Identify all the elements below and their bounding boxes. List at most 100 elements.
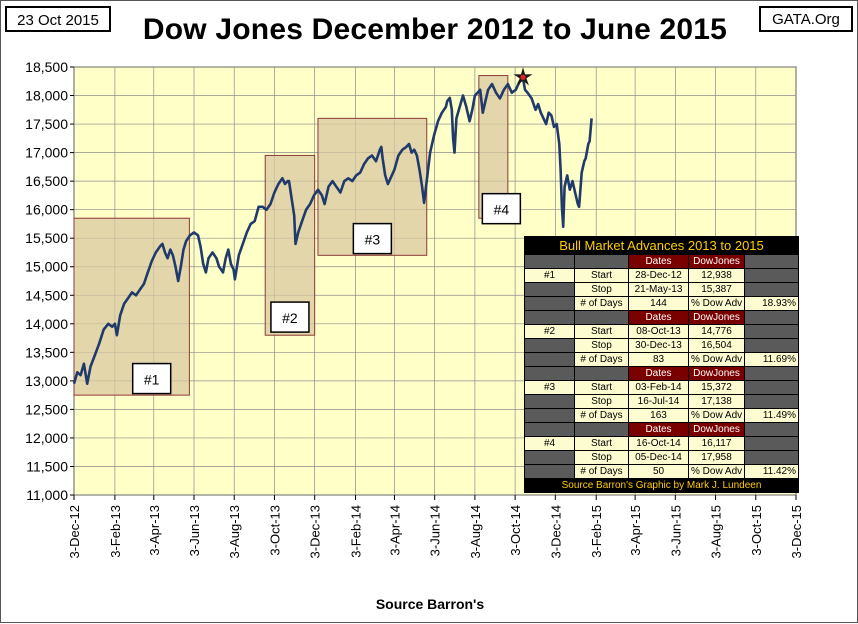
table-row: #1 Start 28-Dec-12 12,938 bbox=[524, 268, 799, 283]
table-cell bbox=[524, 422, 575, 437]
table-row: Dates DowJones bbox=[524, 310, 799, 325]
table-cell bbox=[574, 422, 629, 437]
table-cell bbox=[524, 366, 575, 381]
box-label-bg bbox=[352, 222, 393, 255]
y-tick-label: 14,000 bbox=[25, 316, 68, 332]
box-label: #3 bbox=[365, 232, 381, 248]
days-value: 50 bbox=[628, 464, 689, 479]
table-row: #2 Start 08-Oct-13 14,776 bbox=[524, 324, 799, 339]
table-cell bbox=[744, 254, 799, 269]
days-value: 163 bbox=[628, 408, 689, 423]
col-header: DowJones bbox=[688, 310, 745, 325]
days-value: 83 bbox=[628, 352, 689, 367]
table-cell: % Dow Adv bbox=[688, 352, 745, 367]
adv-value: 18.93% bbox=[744, 296, 799, 311]
start-date: 16-Oct-14 bbox=[628, 436, 689, 451]
y-tick-label: 12,500 bbox=[25, 401, 68, 417]
table-row: # of Days 83% Dow Adv 11.69% bbox=[524, 352, 799, 367]
table-title: Bull Market Advances 2013 to 2015 bbox=[524, 236, 799, 255]
start-value: 12,938 bbox=[688, 268, 745, 283]
y-tick-label: 11,500 bbox=[26, 458, 68, 474]
table-cell: Start bbox=[574, 324, 629, 339]
table-cell bbox=[744, 450, 799, 465]
table-cell: Start bbox=[574, 268, 629, 283]
x-tick-label: 3-Dec-15 bbox=[789, 505, 804, 558]
table-cell bbox=[524, 310, 575, 325]
date-label: 23 Oct 2015 bbox=[5, 6, 111, 32]
start-value: 14,776 bbox=[688, 324, 745, 339]
x-tick-label: 3-Aug-15 bbox=[709, 505, 724, 558]
x-tick-label: 3-Oct-15 bbox=[749, 505, 764, 556]
table-cell bbox=[744, 310, 799, 325]
table-row: # of Days 163% Dow Adv 11.49% bbox=[524, 408, 799, 423]
table-cell bbox=[574, 254, 629, 269]
table-cell: # of Days bbox=[574, 408, 629, 423]
stop-value: 17,958 bbox=[688, 450, 745, 465]
stop-date: 30-Dec-13 bbox=[628, 338, 689, 353]
table-cell: % Dow Adv bbox=[688, 296, 745, 311]
advance-id: #1 bbox=[524, 268, 575, 283]
table-cell: Start bbox=[574, 436, 629, 451]
start-value: 15,372 bbox=[688, 380, 745, 395]
table-cell bbox=[744, 268, 799, 283]
table-footer: Source Barron's Graphic by Mark J. Lunde… bbox=[524, 478, 799, 493]
stop-date: 21-May-13 bbox=[628, 282, 689, 297]
table-cell bbox=[524, 338, 575, 353]
y-tick-label: 15,500 bbox=[25, 230, 68, 246]
table-cell bbox=[744, 338, 799, 353]
x-tick-label: 3-Apr-15 bbox=[628, 505, 643, 556]
x-tick-label: 3-Oct-13 bbox=[267, 505, 282, 556]
adv-value: 11.49% bbox=[744, 408, 799, 423]
dow-series bbox=[72, 67, 593, 386]
box-labels: #1 #2 #3 #4 bbox=[131, 192, 522, 395]
col-header: DowJones bbox=[688, 366, 745, 381]
stop-value: 15,387 bbox=[688, 282, 745, 297]
box-label: #1 bbox=[144, 372, 160, 388]
x-tick-label: 3-Oct-14 bbox=[508, 505, 523, 556]
stop-value: 17,138 bbox=[688, 394, 745, 409]
x-tick-label: 3-Feb-13 bbox=[108, 505, 123, 558]
x-tick-label: 3-Aug-13 bbox=[227, 505, 242, 558]
table-cell bbox=[744, 436, 799, 451]
table-row: Dates DowJones bbox=[524, 254, 799, 269]
start-date: 08-Oct-13 bbox=[628, 324, 689, 339]
table-row: Dates DowJones bbox=[524, 366, 799, 381]
x-tick-label: 3-Jun-14 bbox=[428, 505, 443, 556]
y-tick-label: 15,000 bbox=[25, 259, 68, 275]
table-cell bbox=[524, 394, 575, 409]
x-tick-label: 3-Feb-15 bbox=[589, 505, 604, 558]
bull-market-table: Bull Market Advances 2013 to 2015 Dates D… bbox=[524, 236, 799, 493]
x-tick-label: 3-Aug-14 bbox=[468, 505, 483, 558]
advance-id: #2 bbox=[524, 324, 575, 339]
start-date: 28-Dec-12 bbox=[628, 268, 689, 283]
site-label: GATA.Org bbox=[759, 6, 853, 32]
table-cell: Stop bbox=[574, 338, 629, 353]
col-header: Dates bbox=[628, 422, 689, 437]
dow-line bbox=[72, 77, 593, 386]
table-cell bbox=[744, 366, 799, 381]
y-tick-label: 17,000 bbox=[25, 145, 68, 161]
table-cell bbox=[524, 408, 575, 423]
y-tick-label: 18,500 bbox=[25, 59, 68, 75]
advance-id: #4 bbox=[524, 436, 575, 451]
days-value: 144 bbox=[628, 296, 689, 311]
x-tick-label: 3-Apr-14 bbox=[387, 505, 402, 556]
table-cell bbox=[744, 282, 799, 297]
y-tick-label: 13,500 bbox=[25, 344, 68, 360]
table-row: Stop 21-May-13 15,387 bbox=[524, 282, 799, 297]
table-row: Dates DowJones bbox=[524, 422, 799, 437]
y-tick-label: 16,500 bbox=[25, 173, 68, 189]
x-tick-label: 3-Apr-13 bbox=[147, 505, 162, 556]
y-tick-label: 13,000 bbox=[25, 373, 68, 389]
table-cell bbox=[524, 282, 575, 297]
table-cell: Stop bbox=[574, 282, 629, 297]
table-row: Stop 30-Dec-13 16,504 bbox=[524, 338, 799, 353]
y-tick-label: 18,000 bbox=[25, 88, 68, 104]
table-cell: % Dow Adv bbox=[688, 464, 745, 479]
start-value: 16,117 bbox=[688, 436, 745, 451]
box-label-bg bbox=[131, 362, 172, 395]
table-cell bbox=[524, 464, 575, 479]
col-header: Dates bbox=[628, 254, 689, 269]
adv-value: 11.69% bbox=[744, 352, 799, 367]
